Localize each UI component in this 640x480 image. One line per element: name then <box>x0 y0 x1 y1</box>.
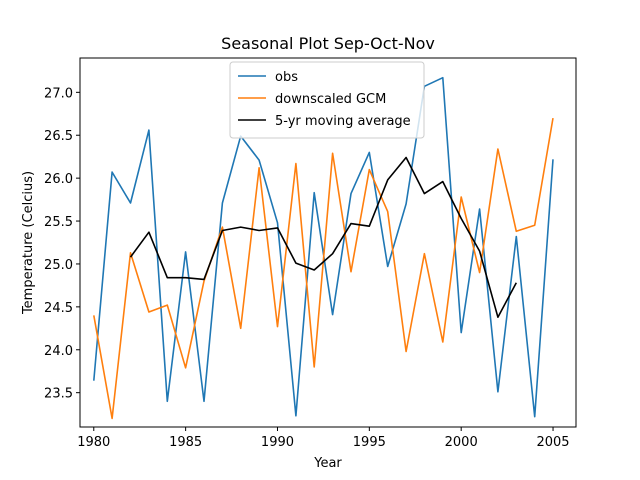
legend-label: 5-yr moving average <box>275 114 411 129</box>
y-axis: 23.5 24.0 24.5 25.0 25.5 26.0 26.5 27.0 <box>44 86 80 402</box>
legend-box <box>229 61 425 139</box>
y-axis-label: Temperature (Celcius) <box>21 171 36 315</box>
y-tick-label: 27.0 <box>44 86 73 101</box>
y-tick-label: 24.5 <box>44 301 73 316</box>
x-axis: 1980 1985 1990 1995 2000 2005 <box>77 427 570 450</box>
x-tick-label: 1980 <box>77 435 110 450</box>
y-tick-label: 23.5 <box>44 387 73 402</box>
series-line-1 <box>93 117 554 420</box>
x-tick-label: 1985 <box>169 435 202 450</box>
legend-label: obs <box>275 70 298 85</box>
y-tick-label: 26.5 <box>44 129 73 144</box>
plot-frame <box>79 57 577 428</box>
legend: obs downscaled GCM 5-yr moving average <box>229 61 425 139</box>
x-axis-label: Year <box>313 456 342 471</box>
y-tick-label: 25.0 <box>44 258 73 273</box>
x-tick-label: 2000 <box>445 435 478 450</box>
series-line-2 <box>129 156 518 319</box>
x-tick-label: 2005 <box>536 435 569 450</box>
y-tick-label: 25.5 <box>44 215 73 230</box>
chart-title: Seasonal Plot Sep-Oct-Nov <box>221 34 435 53</box>
y-tick-label: 24.0 <box>44 344 73 359</box>
x-tick-label: 1995 <box>353 435 386 450</box>
series-layer <box>93 76 554 420</box>
y-tick-label: 26.0 <box>44 172 73 187</box>
legend-label: downscaled GCM <box>275 92 386 107</box>
x-tick-label: 1990 <box>261 435 294 450</box>
